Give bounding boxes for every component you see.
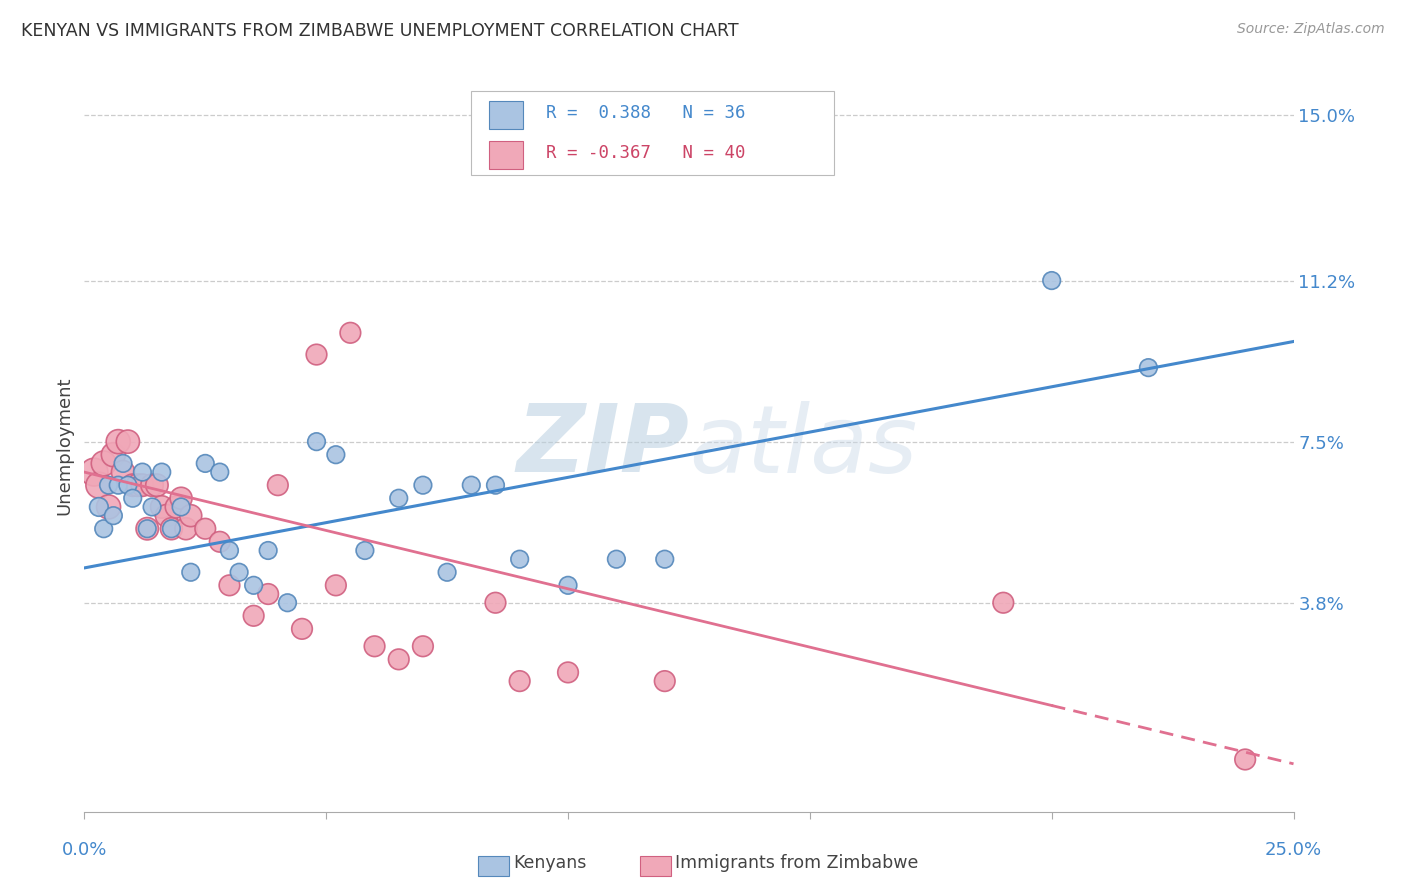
Point <box>131 465 153 479</box>
Point <box>242 578 264 592</box>
Point <box>87 500 110 514</box>
Point <box>160 522 183 536</box>
Point <box>136 522 159 536</box>
Point <box>218 543 240 558</box>
Point <box>174 522 197 536</box>
Point <box>436 566 458 580</box>
Text: 0.0%: 0.0% <box>62 841 107 859</box>
Point <box>354 543 377 558</box>
Point <box>208 465 231 479</box>
Point <box>388 491 411 506</box>
Point <box>93 522 115 536</box>
Point <box>141 500 163 514</box>
Text: Immigrants from Zimbabwe: Immigrants from Zimbabwe <box>675 855 918 872</box>
Point <box>305 434 328 449</box>
Point <box>112 457 135 471</box>
Point <box>155 508 177 523</box>
Point <box>388 652 411 666</box>
Point <box>194 522 217 536</box>
Text: Kenyans: Kenyans <box>513 855 586 872</box>
Point <box>228 566 250 580</box>
Point <box>412 640 434 654</box>
Point <box>1137 360 1160 375</box>
Point <box>121 491 143 506</box>
Text: ZIP: ZIP <box>516 400 689 492</box>
Point <box>180 566 202 580</box>
Point <box>97 478 120 492</box>
Point <box>460 478 482 492</box>
Point <box>208 534 231 549</box>
Point <box>83 465 105 479</box>
Point <box>165 500 187 514</box>
Point <box>136 522 159 536</box>
Point <box>993 596 1015 610</box>
Point <box>218 578 240 592</box>
Point <box>325 578 347 592</box>
Text: KENYAN VS IMMIGRANTS FROM ZIMBABWE UNEMPLOYMENT CORRELATION CHART: KENYAN VS IMMIGRANTS FROM ZIMBABWE UNEMP… <box>21 22 738 40</box>
Point <box>325 448 347 462</box>
Point <box>93 457 115 471</box>
Point <box>267 478 290 492</box>
Point <box>103 508 125 523</box>
Text: 25.0%: 25.0% <box>1265 841 1322 859</box>
Point <box>242 608 264 623</box>
Bar <box>489 102 523 129</box>
Point <box>127 478 149 492</box>
Point <box>170 500 193 514</box>
Point <box>117 434 139 449</box>
Point <box>557 665 579 680</box>
Point <box>107 434 129 449</box>
Y-axis label: Unemployment: Unemployment <box>55 376 73 516</box>
Point <box>1234 752 1257 766</box>
Point <box>276 596 298 610</box>
Text: R = -0.367   N = 40: R = -0.367 N = 40 <box>547 144 745 161</box>
Text: R =  0.388   N = 36: R = 0.388 N = 36 <box>547 104 745 122</box>
Point <box>141 478 163 492</box>
Point <box>194 457 217 471</box>
Point <box>150 465 173 479</box>
Point <box>97 500 120 514</box>
FancyBboxPatch shape <box>471 91 834 176</box>
Point <box>112 465 135 479</box>
Point <box>412 478 434 492</box>
Point <box>1040 274 1063 288</box>
Point <box>509 674 531 689</box>
Text: Source: ZipAtlas.com: Source: ZipAtlas.com <box>1237 22 1385 37</box>
Point <box>557 578 579 592</box>
Point <box>117 478 139 492</box>
Point <box>654 552 676 566</box>
Point <box>131 478 153 492</box>
Point <box>484 596 506 610</box>
Point <box>363 640 385 654</box>
Point <box>146 478 169 492</box>
Point <box>509 552 531 566</box>
Point <box>654 674 676 689</box>
Point <box>160 522 183 536</box>
Point <box>257 587 280 601</box>
Point <box>339 326 361 340</box>
Point <box>291 622 314 636</box>
Point <box>180 508 202 523</box>
Point <box>305 348 328 362</box>
Point <box>605 552 627 566</box>
Point <box>87 478 110 492</box>
Point <box>484 478 506 492</box>
Point <box>257 543 280 558</box>
Point <box>107 478 129 492</box>
Point <box>103 448 125 462</box>
Point <box>150 500 173 514</box>
Point <box>121 478 143 492</box>
Text: atlas: atlas <box>689 401 917 491</box>
Point <box>170 491 193 506</box>
Bar <box>489 141 523 169</box>
